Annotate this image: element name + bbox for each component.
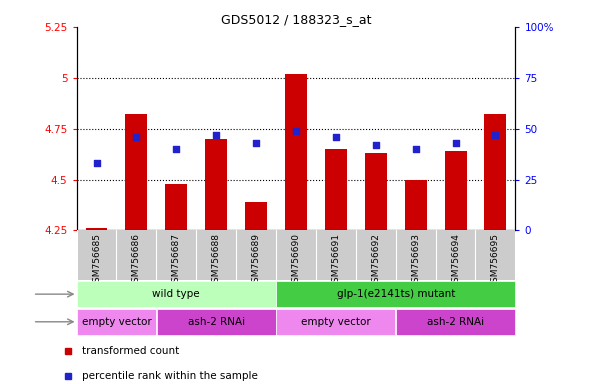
Bar: [245, 202, 267, 230]
Bar: [365, 153, 387, 230]
Bar: [445, 151, 466, 230]
Text: wild type: wild type: [153, 289, 200, 299]
Bar: [485, 114, 507, 230]
Bar: [157, 309, 276, 334]
Text: ash-2 RNAi: ash-2 RNAi: [188, 317, 245, 327]
Text: empty vector: empty vector: [301, 317, 370, 327]
Point: [92, 160, 101, 166]
Bar: [85, 228, 107, 230]
Bar: [77, 281, 276, 307]
Point: [211, 132, 221, 138]
Text: GSM756694: GSM756694: [451, 233, 460, 288]
Point: [371, 142, 380, 148]
Bar: [77, 309, 156, 334]
Point: [491, 132, 500, 138]
Text: GSM756692: GSM756692: [371, 233, 380, 288]
Bar: [396, 309, 515, 334]
Text: percentile rank within the sample: percentile rank within the sample: [82, 371, 259, 381]
Point: [171, 146, 181, 152]
Bar: [325, 149, 347, 230]
Text: GSM756695: GSM756695: [491, 233, 500, 288]
Point: [132, 134, 141, 140]
Point: [331, 134, 340, 140]
Bar: [276, 281, 515, 307]
Text: GSM756693: GSM756693: [411, 233, 420, 288]
Bar: [205, 139, 227, 230]
Bar: [77, 230, 515, 280]
Bar: [405, 180, 426, 230]
Text: GSM756688: GSM756688: [211, 233, 221, 288]
Text: GSM756685: GSM756685: [92, 233, 101, 288]
Text: empty vector: empty vector: [82, 317, 151, 327]
Text: GSM756686: GSM756686: [132, 233, 141, 288]
Text: glp-1(e2141ts) mutant: glp-1(e2141ts) mutant: [336, 289, 455, 299]
Point: [252, 140, 261, 146]
Point: [411, 146, 421, 152]
Text: GSM756687: GSM756687: [172, 233, 181, 288]
Text: GSM756689: GSM756689: [252, 233, 260, 288]
Bar: [125, 114, 147, 230]
Point: [291, 127, 300, 134]
Bar: [166, 184, 187, 230]
Title: GDS5012 / 188323_s_at: GDS5012 / 188323_s_at: [221, 13, 371, 26]
Bar: [276, 309, 395, 334]
Bar: [285, 74, 307, 230]
Text: GSM756691: GSM756691: [332, 233, 340, 288]
Text: GSM756690: GSM756690: [292, 233, 300, 288]
Text: ash-2 RNAi: ash-2 RNAi: [427, 317, 484, 327]
Point: [451, 140, 460, 146]
Text: transformed count: transformed count: [82, 346, 180, 356]
